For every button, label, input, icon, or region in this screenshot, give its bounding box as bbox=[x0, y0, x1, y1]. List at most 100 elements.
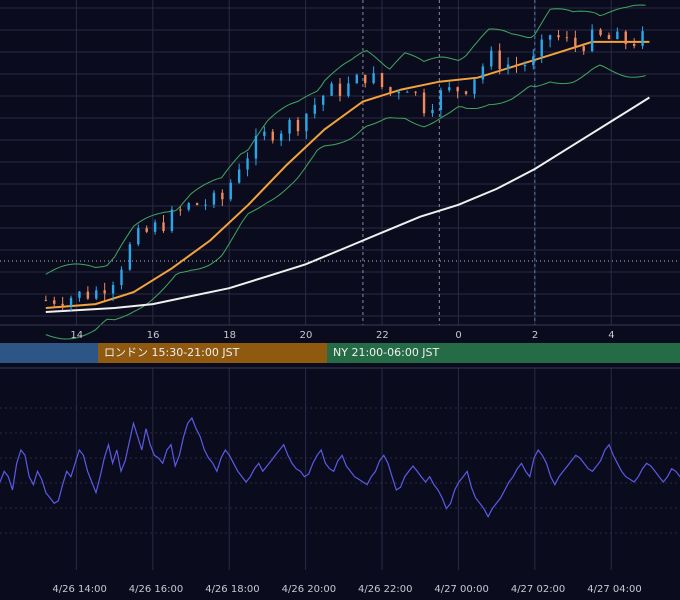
candle-body bbox=[120, 269, 123, 286]
osc-x-tick: 4/26 14:00 bbox=[52, 584, 107, 595]
candle-body bbox=[414, 91, 417, 93]
candle-body bbox=[481, 66, 485, 80]
candle-body bbox=[532, 56, 535, 66]
candle-body bbox=[641, 31, 644, 46]
candle-body bbox=[170, 209, 174, 231]
candle-body bbox=[44, 300, 48, 302]
candle-body bbox=[599, 29, 602, 36]
oscillator-path bbox=[0, 416, 680, 518]
price-grid bbox=[0, 7, 680, 317]
price-x-tick: 22 bbox=[376, 330, 389, 341]
osc-x-tick: 4/26 22:00 bbox=[358, 584, 413, 595]
price-x-tick: 4 bbox=[608, 330, 615, 341]
candle-body bbox=[246, 158, 249, 170]
session-tokyo bbox=[0, 343, 98, 363]
candle-body bbox=[128, 244, 132, 270]
candle-body bbox=[212, 192, 216, 205]
price-x-tick: 16 bbox=[146, 330, 160, 341]
candle-body bbox=[103, 290, 106, 294]
candle-body bbox=[380, 73, 384, 88]
candle-body bbox=[590, 29, 594, 52]
candle-body bbox=[78, 291, 81, 298]
price-x-tick: 18 bbox=[223, 330, 236, 341]
candle-body bbox=[145, 228, 148, 232]
candle-body bbox=[254, 135, 258, 159]
oscillator-line bbox=[0, 416, 680, 518]
candle-body bbox=[582, 46, 585, 52]
candle-body bbox=[204, 204, 207, 206]
candle-body bbox=[187, 203, 190, 210]
candle-body bbox=[389, 87, 392, 94]
candle-body bbox=[616, 31, 619, 40]
candle-body bbox=[195, 203, 199, 205]
candle-body bbox=[515, 64, 518, 66]
candle-body bbox=[422, 92, 426, 114]
candle-body bbox=[548, 35, 552, 40]
candle-body bbox=[565, 37, 569, 39]
candle-body bbox=[111, 285, 115, 294]
candle-body bbox=[313, 104, 316, 114]
session-london: ロンドン 15:30-21:00 JST bbox=[98, 343, 327, 363]
candle-body bbox=[355, 74, 359, 84]
candle-body bbox=[557, 35, 560, 38]
osc-x-tick: 4/27 02:00 bbox=[510, 584, 566, 595]
candle-body bbox=[540, 39, 543, 57]
candle-body bbox=[162, 222, 165, 231]
session-ny: NY 21:00-06:00 JST bbox=[327, 343, 680, 363]
candle-body bbox=[464, 91, 468, 94]
price-x-tick: 20 bbox=[299, 330, 313, 341]
ma-long-line bbox=[45, 96, 650, 313]
candle-body bbox=[279, 133, 283, 141]
candle-body bbox=[137, 228, 140, 245]
osc-x-tick: 4/26 18:00 bbox=[205, 584, 260, 595]
candle-body bbox=[229, 182, 232, 200]
price-x-tick: 2 bbox=[531, 330, 539, 341]
candle-body bbox=[153, 222, 157, 232]
candle-body bbox=[607, 35, 611, 40]
candlesticks bbox=[44, 24, 644, 312]
candle-body bbox=[338, 83, 342, 96]
candle-body bbox=[271, 131, 274, 141]
ma-short-path bbox=[45, 40, 650, 309]
candle-body bbox=[321, 95, 325, 105]
candle-body bbox=[288, 119, 291, 134]
candle-body bbox=[263, 131, 266, 136]
osc-x-tick: 4/26 16:00 bbox=[128, 584, 184, 595]
candle-body bbox=[237, 169, 241, 183]
candle-body bbox=[86, 291, 90, 299]
candle-body bbox=[456, 87, 459, 92]
osc-x-tick: 4/27 04:00 bbox=[587, 584, 642, 595]
candle-body bbox=[490, 50, 493, 67]
candle-body bbox=[305, 113, 308, 132]
candle-body bbox=[439, 90, 443, 111]
candle-body bbox=[473, 79, 476, 94]
candle-body bbox=[296, 119, 300, 132]
candle-body bbox=[498, 50, 501, 70]
osc-x-tick: 4/27 00:00 bbox=[434, 584, 489, 595]
price-x-tick: 0 bbox=[455, 330, 462, 341]
candle-body bbox=[406, 91, 409, 93]
time-gridlines bbox=[75, 0, 612, 570]
osc-x-tick: 4/26 20:00 bbox=[281, 584, 337, 595]
candle-body bbox=[53, 300, 56, 304]
candle-body bbox=[95, 290, 98, 299]
candle-body bbox=[347, 83, 350, 96]
candle-body bbox=[221, 192, 224, 200]
ma-short-line bbox=[45, 40, 650, 309]
price-x-tick: 14 bbox=[70, 330, 84, 341]
bollinger-upper bbox=[45, 4, 646, 275]
candle-body bbox=[632, 44, 636, 46]
candle-body bbox=[179, 209, 182, 211]
candle-body bbox=[624, 31, 627, 45]
candle-body bbox=[372, 73, 375, 84]
candle-body bbox=[574, 37, 577, 47]
candle-body bbox=[61, 303, 64, 306]
candle-body bbox=[523, 65, 527, 67]
candle-body bbox=[448, 87, 451, 91]
candle-body bbox=[397, 91, 401, 94]
candle-body bbox=[330, 83, 333, 96]
candle-body bbox=[364, 74, 367, 84]
candle-body bbox=[431, 110, 434, 114]
ma-long-path bbox=[45, 96, 650, 313]
